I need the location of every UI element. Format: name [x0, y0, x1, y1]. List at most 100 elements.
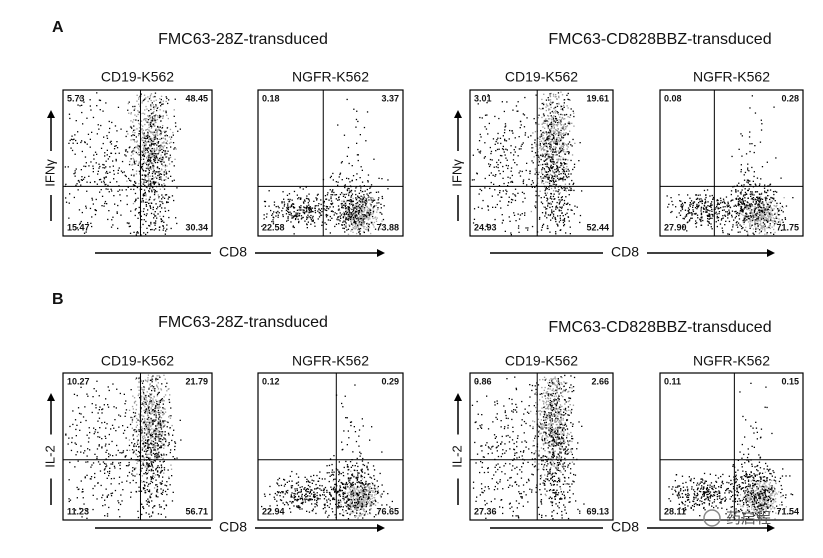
- event-dot: [506, 165, 507, 166]
- event-dot: [352, 165, 353, 166]
- event-dot: [529, 173, 530, 174]
- event-dot: [724, 202, 725, 203]
- event-dot: [361, 211, 362, 212]
- event-dot: [147, 413, 148, 414]
- event-dot: [146, 199, 147, 200]
- event-dot: [725, 216, 726, 217]
- event-dot: [566, 204, 567, 205]
- event-dot: [776, 216, 777, 217]
- event-dot: [136, 422, 137, 423]
- event-dot: [337, 200, 338, 201]
- event-dot: [166, 147, 167, 148]
- event-dot: [100, 179, 101, 180]
- event-dot: [135, 453, 136, 454]
- event-dot: [152, 118, 153, 119]
- event-dot: [524, 126, 525, 127]
- event-dot: [319, 208, 320, 209]
- event-dot: [750, 208, 751, 209]
- event-dot: [165, 412, 166, 413]
- event-dot: [544, 120, 545, 121]
- event-dot: [91, 226, 92, 227]
- event-dot: [687, 194, 688, 195]
- event-dot: [708, 210, 709, 211]
- event-dot: [151, 191, 152, 192]
- event-dot: [557, 141, 558, 142]
- event-dot: [362, 201, 363, 202]
- event-dot: [153, 104, 154, 105]
- event-dot: [716, 213, 717, 214]
- event-dot: [156, 178, 157, 179]
- event-dot: [571, 108, 572, 109]
- event-dot: [700, 221, 701, 222]
- event-dot: [715, 207, 716, 208]
- event-dot: [150, 426, 151, 427]
- event-dot: [741, 214, 742, 215]
- event-dot: [165, 156, 166, 157]
- event-dot: [550, 214, 551, 215]
- event-dot: [515, 200, 516, 201]
- event-dot: [568, 93, 569, 94]
- event-dot: [542, 155, 543, 156]
- event-dot: [553, 130, 554, 131]
- event-dot: [131, 155, 132, 156]
- event-dot: [544, 178, 545, 179]
- event-dot: [344, 194, 345, 195]
- event-dot: [146, 213, 147, 214]
- event-dot: [543, 178, 544, 179]
- event-dot: [142, 168, 143, 169]
- event-dot: [724, 209, 725, 210]
- event-dot: [360, 201, 361, 202]
- event-dot: [138, 133, 139, 134]
- event-dot: [77, 104, 78, 105]
- event-dot: [334, 226, 335, 227]
- event-dot: [558, 104, 559, 105]
- event-dot: [76, 120, 77, 121]
- event-dot: [81, 169, 82, 170]
- event-dot: [682, 209, 683, 210]
- event-dot: [163, 448, 164, 449]
- event-dot: [134, 135, 135, 136]
- event-dot: [560, 114, 561, 115]
- event-dot: [760, 223, 761, 224]
- event-dot: [113, 178, 114, 179]
- event-dot: [533, 182, 534, 183]
- event-dot: [321, 208, 322, 209]
- event-dot: [138, 382, 139, 383]
- event-dot: [757, 178, 758, 179]
- event-dot: [558, 132, 559, 133]
- event-dot: [148, 110, 149, 111]
- event-dot: [344, 231, 345, 232]
- event-dot: [161, 194, 162, 195]
- event-dot: [133, 184, 134, 185]
- event-dot: [749, 131, 750, 132]
- event-dot: [301, 215, 302, 216]
- event-dot: [142, 198, 143, 199]
- event-dot: [116, 130, 117, 131]
- event-dot: [552, 167, 553, 168]
- event-dot: [88, 165, 89, 166]
- event-dot: [152, 398, 153, 399]
- event-dot: [166, 202, 167, 203]
- event-dot: [339, 209, 340, 210]
- event-dot: [364, 196, 365, 197]
- event-dot: [744, 222, 745, 223]
- event-dot: [148, 164, 149, 165]
- event-dot: [164, 132, 165, 133]
- event-dot: [767, 162, 768, 163]
- event-dot: [563, 133, 564, 134]
- event-dot: [157, 159, 158, 160]
- event-dot: [155, 223, 156, 224]
- event-dot: [307, 217, 308, 218]
- event-dot: [548, 138, 549, 139]
- event-dot: [709, 210, 710, 211]
- event-dot: [745, 227, 746, 228]
- event-dot: [718, 208, 719, 209]
- event-dot: [357, 202, 358, 203]
- event-dot: [564, 118, 565, 119]
- event-dot: [346, 194, 347, 195]
- event-dot: [486, 128, 487, 129]
- event-dot: [773, 198, 774, 199]
- event-dot: [503, 220, 504, 221]
- event-dot: [158, 129, 159, 130]
- event-dot: [570, 160, 571, 161]
